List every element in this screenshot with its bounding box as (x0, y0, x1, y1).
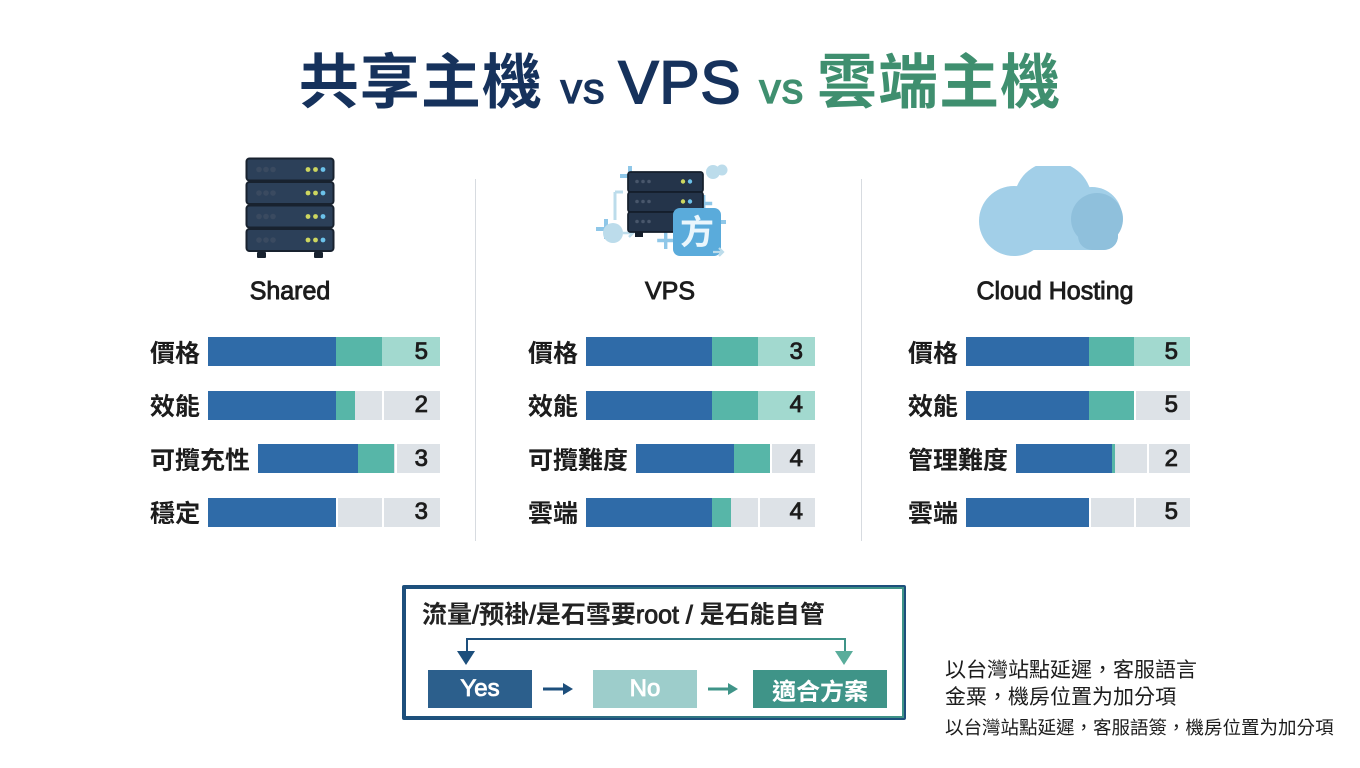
svg-text:方: 方 (680, 205, 714, 254)
